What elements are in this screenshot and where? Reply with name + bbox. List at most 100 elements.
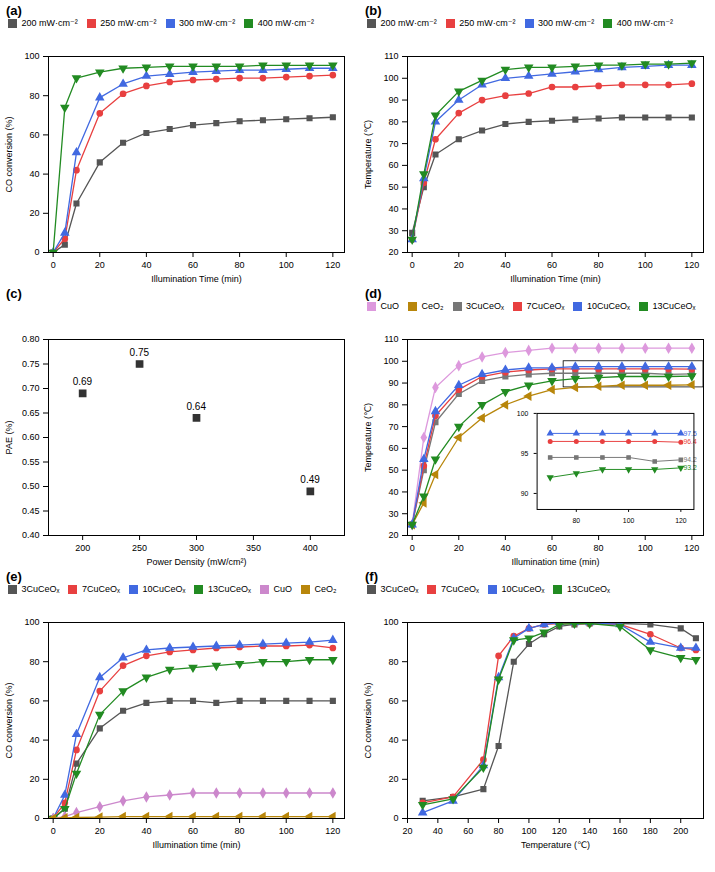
svg-text:Illumination time (min): Illumination time (min)	[152, 840, 240, 850]
svg-text:100: 100	[521, 826, 536, 836]
svg-text:60: 60	[388, 696, 398, 706]
svg-text:100: 100	[279, 826, 294, 836]
svg-text:20: 20	[95, 260, 105, 270]
svg-text:20: 20	[388, 530, 398, 540]
svg-text:120: 120	[675, 517, 687, 524]
svg-text:Illumination Time (min): Illumination Time (min)	[151, 274, 242, 284]
svg-text:60: 60	[547, 543, 557, 553]
svg-text:80: 80	[29, 657, 39, 667]
svg-text:0.49: 0.49	[300, 474, 320, 485]
svg-text:350: 350	[246, 543, 261, 553]
svg-text:100: 100	[383, 356, 398, 366]
svg-text:CO conversion (%): CO conversion (%)	[4, 116, 14, 192]
svg-text:160: 160	[612, 826, 627, 836]
svg-text:0: 0	[410, 543, 415, 553]
svg-text:0.64: 0.64	[187, 401, 207, 412]
svg-text:30: 30	[388, 226, 398, 236]
svg-text:20: 20	[388, 247, 398, 257]
svg-text:110: 110	[384, 51, 398, 61]
svg-text:Temperature (℃): Temperature (℃)	[363, 120, 373, 189]
svg-text:95: 95	[521, 450, 529, 457]
svg-text:0.70: 0.70	[22, 383, 40, 393]
svg-text:60: 60	[388, 443, 398, 453]
svg-text:80: 80	[388, 400, 398, 410]
svg-text:40: 40	[141, 260, 151, 270]
svg-text:0: 0	[51, 260, 56, 270]
svg-text:80: 80	[594, 543, 604, 553]
svg-text:400: 400	[303, 543, 318, 553]
svg-text:60: 60	[388, 160, 398, 170]
svg-text:100: 100	[383, 617, 398, 627]
svg-text:97.5: 97.5	[683, 430, 697, 437]
svg-text:200: 200	[673, 826, 688, 836]
svg-text:PAE (%): PAE (%)	[4, 421, 14, 455]
svg-text:0.75: 0.75	[22, 359, 40, 369]
svg-text:0.69: 0.69	[73, 376, 93, 387]
svg-text:80: 80	[494, 826, 504, 836]
svg-text:40: 40	[29, 169, 39, 179]
svg-text:0.65: 0.65	[22, 408, 40, 418]
svg-text:110: 110	[384, 334, 398, 344]
svg-text:90: 90	[521, 490, 529, 497]
svg-text:0.80: 0.80	[22, 334, 40, 344]
svg-text:94.2: 94.2	[683, 456, 697, 463]
svg-text:60: 60	[29, 130, 39, 140]
svg-text:40: 40	[388, 204, 398, 214]
svg-text:20: 20	[29, 774, 39, 784]
svg-text:40: 40	[29, 735, 39, 745]
svg-text:Power Density (mW/cm²): Power Density (mW/cm²)	[146, 557, 246, 567]
svg-text:100: 100	[638, 260, 653, 270]
svg-text:0.40: 0.40	[22, 530, 40, 540]
svg-text:20: 20	[454, 543, 464, 553]
svg-text:80: 80	[594, 260, 604, 270]
svg-text:20: 20	[388, 774, 398, 784]
svg-text:100: 100	[623, 517, 635, 524]
svg-text:70: 70	[388, 421, 398, 431]
svg-text:50: 50	[388, 182, 398, 192]
svg-text:0: 0	[51, 826, 56, 836]
svg-text:60: 60	[188, 826, 198, 836]
svg-text:96.4: 96.4	[683, 438, 697, 445]
svg-text:80: 80	[29, 91, 39, 101]
svg-text:20: 20	[29, 208, 39, 218]
svg-text:120: 120	[325, 826, 340, 836]
svg-text:140: 140	[582, 826, 597, 836]
svg-text:60: 60	[188, 260, 198, 270]
svg-text:80: 80	[235, 260, 245, 270]
svg-text:80: 80	[572, 517, 580, 524]
svg-text:70: 70	[388, 138, 398, 148]
svg-text:120: 120	[325, 260, 340, 270]
svg-text:100: 100	[383, 73, 398, 83]
svg-text:40: 40	[141, 826, 151, 836]
svg-text:0.60: 0.60	[22, 432, 40, 442]
svg-text:30: 30	[388, 509, 398, 519]
svg-text:Temperature (℃): Temperature (℃)	[521, 840, 590, 850]
svg-text:100: 100	[638, 543, 653, 553]
svg-text:120: 120	[684, 543, 699, 553]
svg-text:40: 40	[388, 735, 398, 745]
svg-text:100: 100	[517, 410, 529, 417]
svg-text:0: 0	[34, 247, 39, 257]
svg-text:20: 20	[95, 826, 105, 836]
svg-text:CO conversion (%): CO conversion (%)	[4, 682, 14, 758]
svg-text:CO conversion (%): CO conversion (%)	[363, 682, 373, 758]
svg-text:40: 40	[500, 260, 510, 270]
svg-text:0.55: 0.55	[22, 457, 40, 467]
svg-text:250: 250	[132, 543, 147, 553]
svg-text:80: 80	[235, 826, 245, 836]
svg-text:50: 50	[388, 465, 398, 475]
svg-text:40: 40	[388, 487, 398, 497]
svg-text:120: 120	[684, 260, 699, 270]
svg-text:Illumination time (min): Illumination time (min)	[511, 557, 599, 567]
svg-text:0: 0	[34, 813, 39, 823]
svg-text:20: 20	[402, 826, 412, 836]
svg-text:100: 100	[24, 51, 39, 61]
svg-text:0.50: 0.50	[22, 481, 40, 491]
svg-text:60: 60	[29, 696, 39, 706]
svg-text:90: 90	[388, 378, 398, 388]
svg-text:0.45: 0.45	[22, 506, 40, 516]
svg-text:120: 120	[552, 826, 567, 836]
svg-text:40: 40	[433, 826, 443, 836]
svg-text:20: 20	[454, 260, 464, 270]
svg-text:Illumination Time (min): Illumination Time (min)	[510, 274, 601, 284]
